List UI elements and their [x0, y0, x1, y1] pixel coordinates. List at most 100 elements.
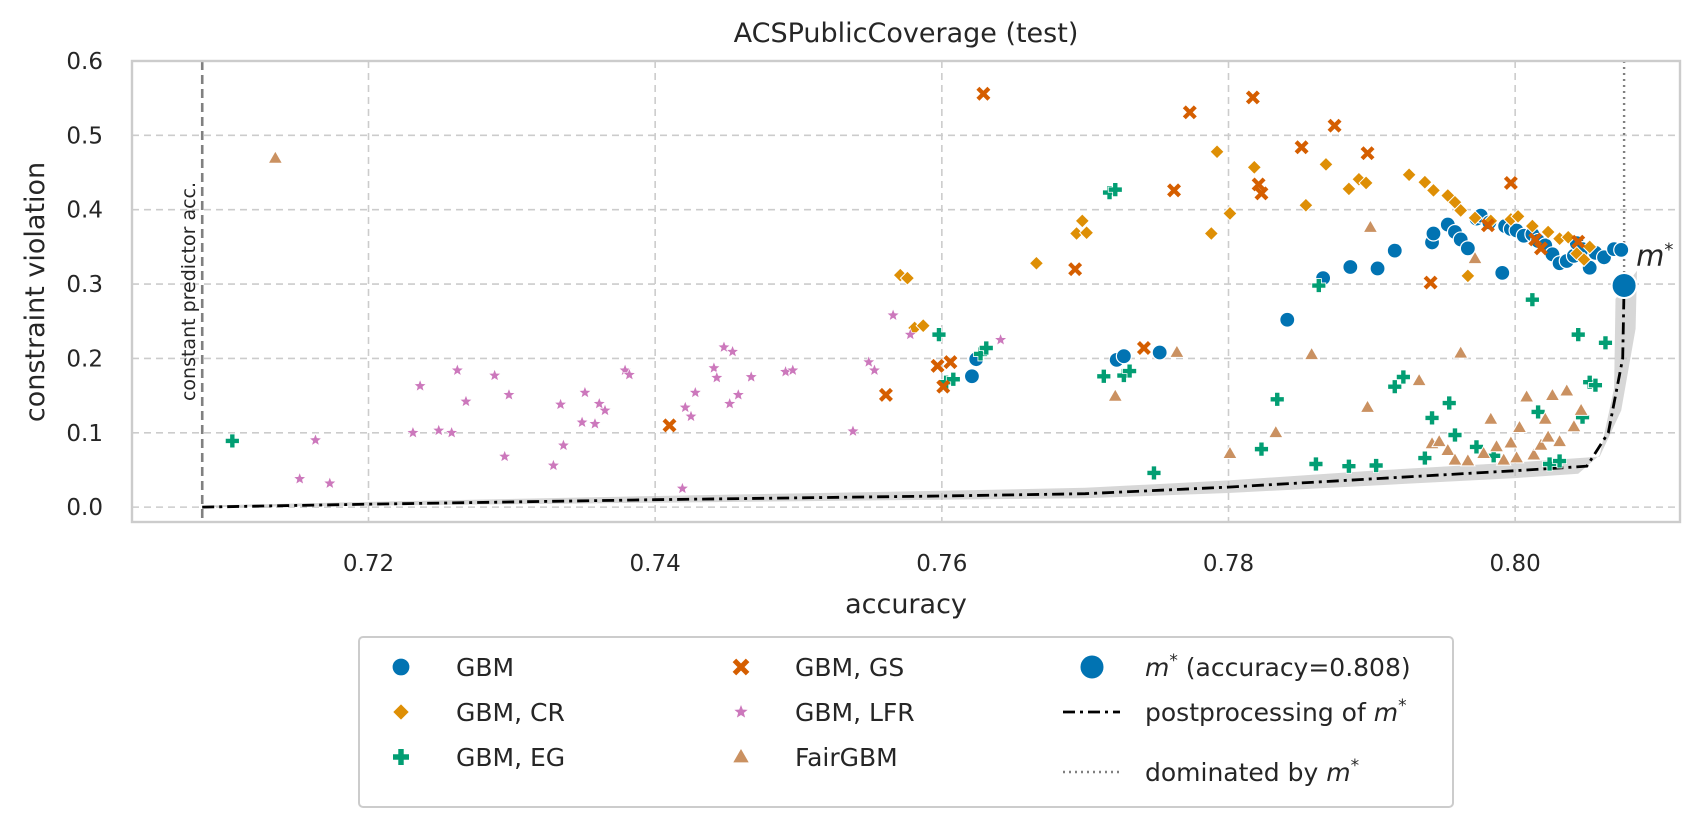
legend-label-text: postprocessing of — [1145, 698, 1374, 727]
legend: GBM GBM, CR GBM, EG GBM, GS GBM, LFR FairGBM m… — [358, 636, 1454, 808]
data-point — [1480, 218, 1495, 233]
legend-marker — [731, 746, 751, 764]
y-tick-label: 0.0 — [66, 495, 103, 521]
data-point — [1425, 182, 1442, 199]
data-point — [578, 385, 592, 399]
plot-border — [130, 59, 1682, 524]
data-point — [546, 458, 561, 472]
data-point — [1115, 348, 1132, 365]
data-point — [1524, 218, 1541, 234]
data-point — [1482, 410, 1499, 425]
data-point — [1475, 445, 1492, 459]
legend-marker — [732, 658, 750, 676]
y-tick-label: 0.4 — [66, 198, 103, 224]
data-point — [1532, 436, 1549, 451]
data-point — [1318, 156, 1334, 173]
data-point — [1560, 229, 1576, 245]
data-point — [1425, 225, 1442, 242]
data-point — [1401, 167, 1417, 183]
data-point — [903, 327, 918, 341]
m-star-label: m* — [1636, 239, 1673, 273]
data-point — [717, 339, 731, 354]
data-point — [592, 396, 607, 410]
data-point — [1151, 344, 1168, 361]
math-m: m — [1145, 653, 1169, 682]
data-point — [598, 403, 612, 417]
m-star-point — [1610, 272, 1638, 300]
data-point — [899, 270, 916, 286]
data-point — [1417, 174, 1433, 190]
x-tick-label: 0.72 — [343, 551, 394, 577]
data-point — [1107, 182, 1123, 198]
data-point — [1459, 452, 1476, 467]
data-point — [744, 369, 759, 383]
legend-item: GBM, GS — [732, 653, 904, 682]
data-point — [722, 396, 737, 410]
data-point — [684, 409, 698, 423]
data-point — [1540, 224, 1556, 240]
data-point — [1308, 456, 1324, 472]
data-point — [1303, 346, 1320, 361]
data-point — [1182, 105, 1197, 120]
data-point — [1251, 177, 1266, 192]
legend-box — [358, 636, 1454, 808]
data-point — [1122, 363, 1137, 379]
data-point — [1494, 264, 1511, 282]
data-point — [1524, 292, 1540, 308]
data-point — [1467, 250, 1484, 265]
data-point — [308, 432, 323, 447]
data-point — [846, 423, 860, 438]
axis-ticks: 0.72 0.74 0.76 0.78 0.80 0.0 0.1 0.2 0.3 0.4 0.5 0.… — [66, 49, 1540, 577]
x-tick-label: 0.80 — [1490, 551, 1541, 577]
data-point — [675, 481, 690, 495]
data-point — [1495, 451, 1512, 466]
data-point — [930, 358, 945, 373]
data-point — [1569, 245, 1585, 262]
data-point — [487, 368, 502, 382]
data-point — [1533, 241, 1548, 256]
data-point — [1423, 275, 1438, 290]
y-tick-label: 0.1 — [66, 421, 103, 447]
data-point — [1571, 234, 1586, 249]
x-tick-label: 0.76 — [916, 551, 967, 577]
legend-item-dominated: dominated by m* — [1063, 756, 1359, 787]
data-point — [1452, 344, 1469, 359]
legend-item-m-star: m* (accuracy=0.808) — [1078, 651, 1411, 682]
data-point — [1279, 311, 1296, 328]
math-star: * — [1398, 696, 1407, 716]
data-point — [707, 360, 721, 374]
data-point — [1511, 419, 1528, 433]
data-points: m* — [224, 86, 1673, 495]
data-point — [1254, 186, 1269, 201]
data-point — [556, 438, 571, 452]
data-point — [1528, 232, 1543, 247]
x-tick-label: 0.74 — [630, 551, 681, 577]
legend-label: GBM, LFR — [795, 698, 915, 727]
data-point — [731, 387, 746, 401]
data-point — [861, 354, 876, 369]
data-point — [1267, 424, 1284, 439]
y-axis-label: constraint violation — [20, 162, 51, 422]
math-star: * — [1351, 756, 1360, 776]
data-point — [1452, 202, 1469, 219]
legend-item-postprocessing: postprocessing of m* — [1063, 696, 1407, 727]
data-point — [931, 327, 947, 343]
math-m: m — [1326, 758, 1350, 787]
data-point — [1613, 241, 1630, 258]
data-point — [1540, 428, 1557, 443]
data-point — [1424, 410, 1440, 426]
data-point — [1341, 181, 1357, 197]
data-point — [936, 379, 951, 394]
legend-label-text: dominated by — [1145, 758, 1326, 787]
data-point — [1525, 446, 1542, 461]
data-point — [497, 449, 512, 463]
data-point — [978, 340, 994, 356]
y-tick-label: 0.3 — [66, 272, 103, 298]
data-point — [1359, 398, 1376, 413]
data-point — [1360, 146, 1375, 161]
data-point — [1441, 395, 1457, 411]
data-point — [1488, 438, 1505, 453]
legend-marker — [392, 748, 410, 766]
data-point — [1386, 242, 1403, 259]
